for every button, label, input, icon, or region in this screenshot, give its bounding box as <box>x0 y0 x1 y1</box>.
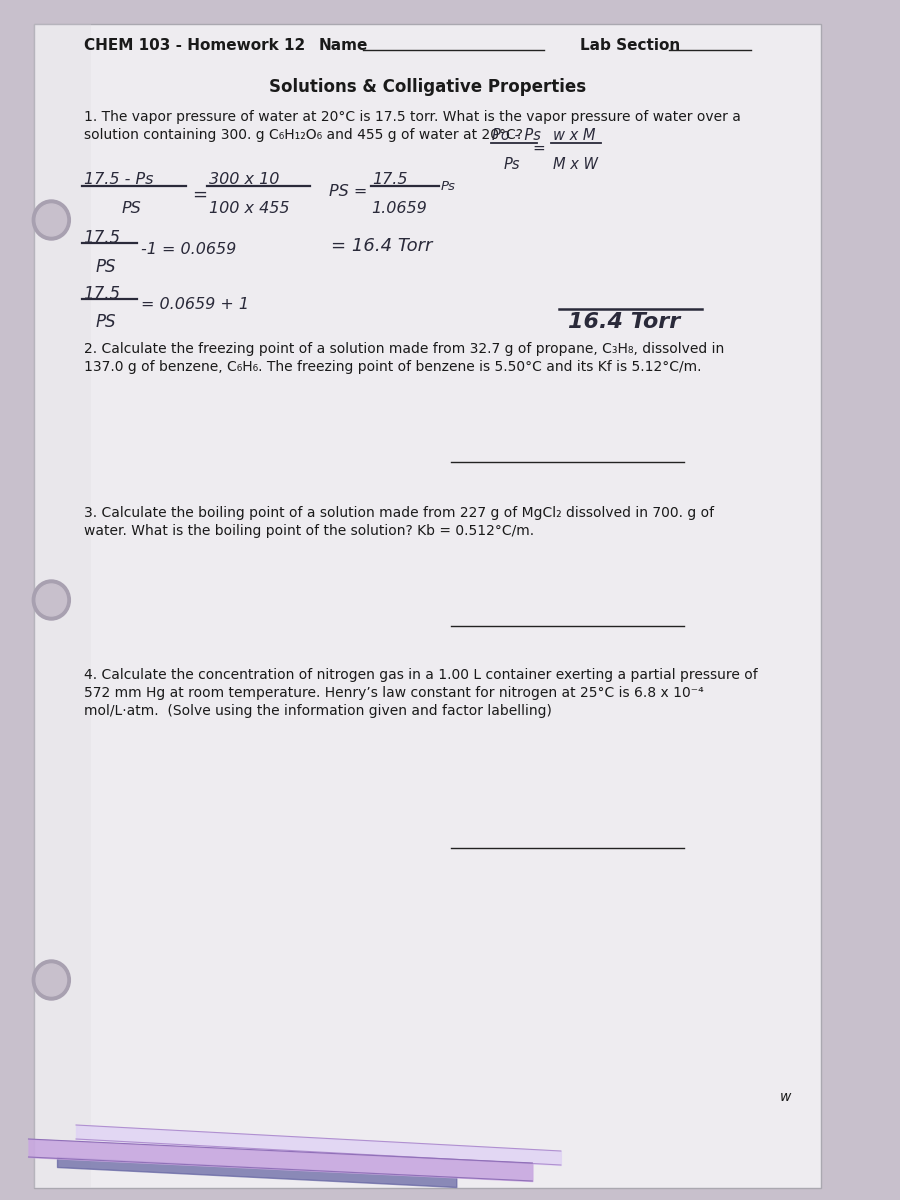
Circle shape <box>36 204 67 236</box>
Text: 17.5: 17.5 <box>84 284 121 302</box>
Text: PS =: PS = <box>328 184 367 199</box>
Text: 1.0659: 1.0659 <box>371 200 427 216</box>
Text: = 0.0659 + 1: = 0.0659 + 1 <box>140 296 248 312</box>
Text: PS: PS <box>122 200 141 216</box>
Text: Po - Ps: Po - Ps <box>492 128 541 143</box>
Text: 3. Calculate the boiling point of a solution made from 227 g of MgCl₂ dissolved : 3. Calculate the boiling point of a solu… <box>84 506 714 520</box>
Circle shape <box>36 964 67 996</box>
Text: = 16.4 Torr: = 16.4 Torr <box>331 236 432 254</box>
Text: M x W: M x W <box>554 157 598 172</box>
Text: 16.4 Torr: 16.4 Torr <box>569 312 680 332</box>
Text: 17.5: 17.5 <box>373 172 408 187</box>
Text: 17.5: 17.5 <box>84 229 121 247</box>
Text: 4. Calculate the concentration of nitrogen gas in a 1.00 L container exerting a : 4. Calculate the concentration of nitrog… <box>84 668 758 682</box>
Text: Ps: Ps <box>441 180 456 193</box>
Text: w x M: w x M <box>554 128 596 143</box>
Text: 2. Calculate the freezing point of a solution made from 32.7 g of propane, C₃H₈,: 2. Calculate the freezing point of a sol… <box>84 342 724 356</box>
Text: 572 mm Hg at room temperature. Henry’s law constant for nitrogen at 25°C is 6.8 : 572 mm Hg at room temperature. Henry’s l… <box>84 686 704 700</box>
Text: 1. The vapor pressure of water at 20°C is 17.5 torr. What is the vapor pressure : 1. The vapor pressure of water at 20°C i… <box>84 110 741 124</box>
Text: 17.5 - Ps: 17.5 - Ps <box>84 172 153 187</box>
Text: solution containing 300. g C₆H₁₂O₆ and 455 g of water at 20°C?: solution containing 300. g C₆H₁₂O₆ and 4… <box>84 128 523 142</box>
Text: -1 = 0.0659: -1 = 0.0659 <box>140 242 236 257</box>
Bar <box>34 24 91 1188</box>
Circle shape <box>32 200 70 240</box>
Text: 100 x 455: 100 x 455 <box>209 200 290 216</box>
Text: Lab Section: Lab Section <box>580 38 680 53</box>
Text: Ps: Ps <box>504 157 520 172</box>
Circle shape <box>32 960 70 1000</box>
Text: 300 x 10: 300 x 10 <box>209 172 280 187</box>
Text: mol/L·atm.  (Solve using the information given and factor labelling): mol/L·atm. (Solve using the information … <box>84 704 552 718</box>
Text: water. What is the boiling point of the solution? Kb = 0.512°C/m.: water. What is the boiling point of the … <box>84 524 534 538</box>
Circle shape <box>32 580 70 620</box>
Text: PS: PS <box>95 258 115 276</box>
Text: Solutions & Colligative Properties: Solutions & Colligative Properties <box>269 78 586 96</box>
Text: CHEM 103 - Homework 12: CHEM 103 - Homework 12 <box>84 38 305 53</box>
Text: Name: Name <box>319 38 368 53</box>
Text: =: = <box>532 140 545 156</box>
Text: 137.0 g of benzene, C₆H₆. The freezing point of benzene is 5.50°C and its Kf is : 137.0 g of benzene, C₆H₆. The freezing p… <box>84 360 701 374</box>
Circle shape <box>36 584 67 616</box>
Text: w: w <box>779 1090 791 1104</box>
Text: =: = <box>192 186 207 204</box>
Text: PS: PS <box>95 313 115 331</box>
